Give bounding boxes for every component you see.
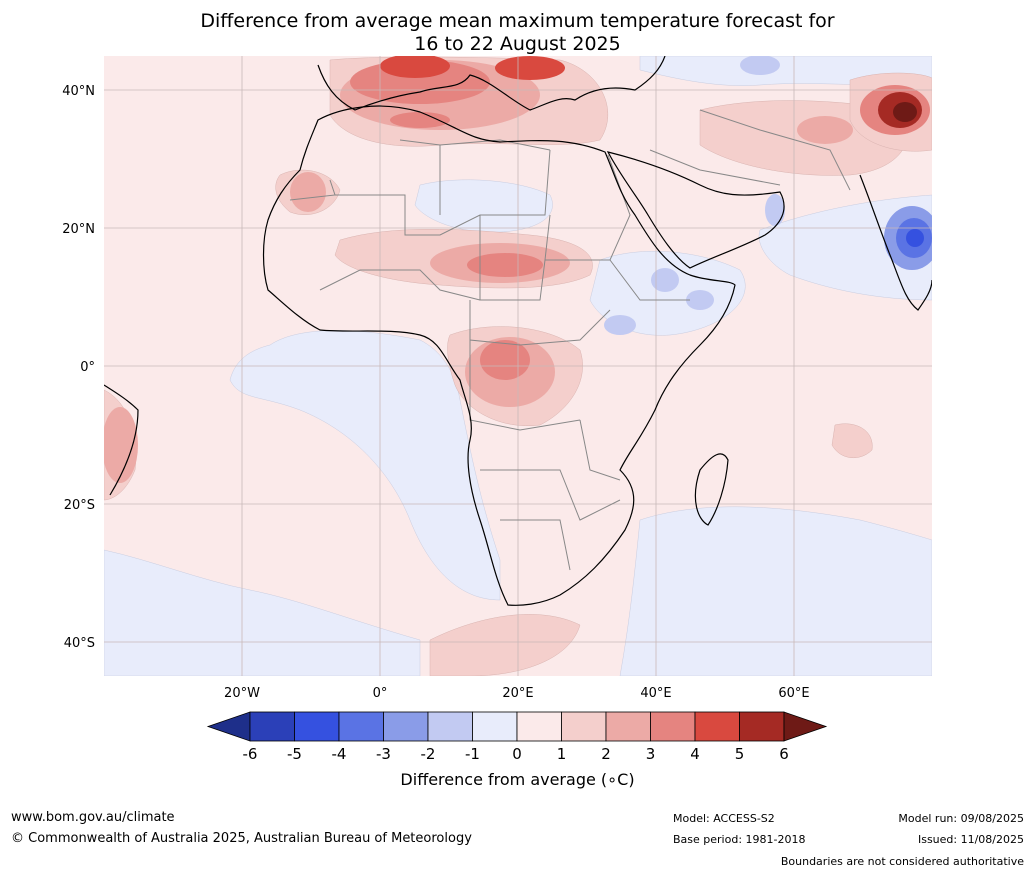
colorbar-segment bbox=[294, 711, 340, 742]
lon-label-40e: 40°E bbox=[640, 686, 671, 701]
map-area bbox=[104, 56, 932, 676]
colorbar-segment bbox=[249, 711, 295, 742]
colorbar-tick-label: -1 bbox=[465, 745, 480, 763]
colorbar-tick-label: -2 bbox=[421, 745, 436, 763]
colorbar-ticks: -6 -5 -4 -3 -2 -1 0 1 2 3 4 5 6 bbox=[243, 745, 789, 763]
cool-region-south-atlantic bbox=[104, 549, 421, 676]
lat-label-20n: 20°N bbox=[62, 222, 95, 237]
colorbar-segment bbox=[694, 711, 740, 742]
cool-anomaly-gulf bbox=[765, 194, 785, 226]
title-line-1: Difference from average mean maximum tem… bbox=[200, 10, 835, 32]
lat-label-0: 0° bbox=[80, 360, 95, 375]
colorbar-tick-label: 1 bbox=[557, 745, 567, 763]
colorbar-tick-label: 4 bbox=[690, 745, 700, 763]
footer-website: www.bom.gov.au/climate bbox=[11, 810, 175, 825]
colorbar-tick-label: 5 bbox=[735, 745, 745, 763]
lon-label-0: 0° bbox=[373, 686, 388, 701]
colorbar-tick-label: -5 bbox=[287, 745, 302, 763]
cool-anomaly-ethiopia bbox=[651, 268, 679, 292]
colorbar-segment bbox=[383, 711, 429, 742]
cool-anomaly-lake-region bbox=[604, 315, 636, 335]
country-borders bbox=[289, 109, 851, 571]
coastline-europe bbox=[317, 56, 666, 111]
warm-anomaly-iran bbox=[797, 116, 853, 144]
lon-label-60e: 60°E bbox=[778, 686, 809, 701]
colorbar-segment bbox=[472, 711, 518, 742]
colorbar-segment bbox=[739, 711, 785, 742]
cool-region-atlantic-equatorial bbox=[229, 330, 501, 601]
colorbar-tick-label: 0 bbox=[512, 745, 522, 763]
footer-disclaimer: Boundaries are not considered authoritat… bbox=[780, 855, 1024, 868]
colorbar-segment bbox=[516, 711, 562, 742]
warm-anomaly-iberia-core bbox=[380, 56, 450, 78]
lon-label-20e: 20°E bbox=[502, 686, 533, 701]
cool-anomaly-india-core bbox=[906, 229, 924, 247]
colorbar-tick-label: -6 bbox=[243, 745, 258, 763]
colorbar-segment bbox=[650, 711, 696, 742]
colorbar-segment bbox=[427, 711, 473, 742]
footer-model-run: Model run: 09/08/2025 bbox=[898, 812, 1024, 825]
coastline-india bbox=[859, 174, 932, 311]
warm-anomaly-chad-core bbox=[467, 253, 543, 277]
colorbar-tick-label: 3 bbox=[646, 745, 656, 763]
title-line-2: 16 to 22 August 2025 bbox=[414, 33, 621, 55]
latitude-labels: 40°N 20°N 0° 20°S 40°S bbox=[62, 84, 95, 651]
warm-anomaly-mauritania bbox=[290, 172, 326, 212]
colorbar-label: Difference from average (∘C) bbox=[400, 770, 635, 789]
cool-anomaly-russia bbox=[740, 56, 780, 75]
warm-region-mozambique bbox=[831, 423, 873, 458]
coastline-arabia bbox=[606, 151, 785, 269]
footer-issued: Issued: 11/08/2025 bbox=[917, 833, 1024, 846]
colorbar-extend-high bbox=[783, 711, 828, 742]
warm-anomaly-algeria bbox=[390, 112, 450, 128]
coastline-africa bbox=[262, 105, 736, 606]
coastline-south-america bbox=[104, 384, 139, 496]
colorbar-tick-label: 2 bbox=[601, 745, 611, 763]
lat-label-40s: 40°S bbox=[64, 636, 95, 651]
graticule bbox=[104, 56, 932, 676]
footer-copyright: © Commonwealth of Australia 2025, Austra… bbox=[11, 831, 472, 846]
warm-anomaly-atlantic-edge bbox=[104, 407, 138, 483]
cool-region-indian-ocean bbox=[619, 506, 932, 676]
colorbar bbox=[206, 711, 828, 742]
lat-label-40n: 40°N bbox=[62, 84, 95, 99]
warm-anomaly-balkans-core bbox=[495, 56, 565, 80]
lat-label-20s: 20°S bbox=[64, 498, 95, 513]
colorbar-tick-label: -4 bbox=[332, 745, 347, 763]
longitude-labels: 20°W 0° 20°E 40°E 60°E bbox=[224, 686, 810, 701]
warm-anomaly-tibet-core bbox=[893, 102, 917, 122]
colorbar-segment bbox=[605, 711, 651, 742]
warm-anomaly-congo-core bbox=[480, 340, 530, 380]
colorbar-segment bbox=[561, 711, 607, 742]
map-title: Difference from average mean maximum tem… bbox=[0, 10, 1035, 56]
warm-region-south-atlantic-band bbox=[429, 614, 581, 676]
cool-anomaly-somalia bbox=[686, 290, 714, 310]
coastline-madagascar bbox=[694, 453, 729, 526]
colorbar-tick-label: 6 bbox=[779, 745, 789, 763]
coastlines bbox=[104, 56, 932, 606]
footer-model: Model: ACCESS-S2 bbox=[673, 812, 775, 825]
lon-label-20w: 20°W bbox=[224, 686, 260, 701]
footer-base-period: Base period: 1981-2018 bbox=[673, 833, 806, 846]
colorbar-segment bbox=[338, 711, 384, 742]
colorbar-tick-label: -3 bbox=[376, 745, 391, 763]
colorbar-extend-low bbox=[206, 711, 251, 742]
